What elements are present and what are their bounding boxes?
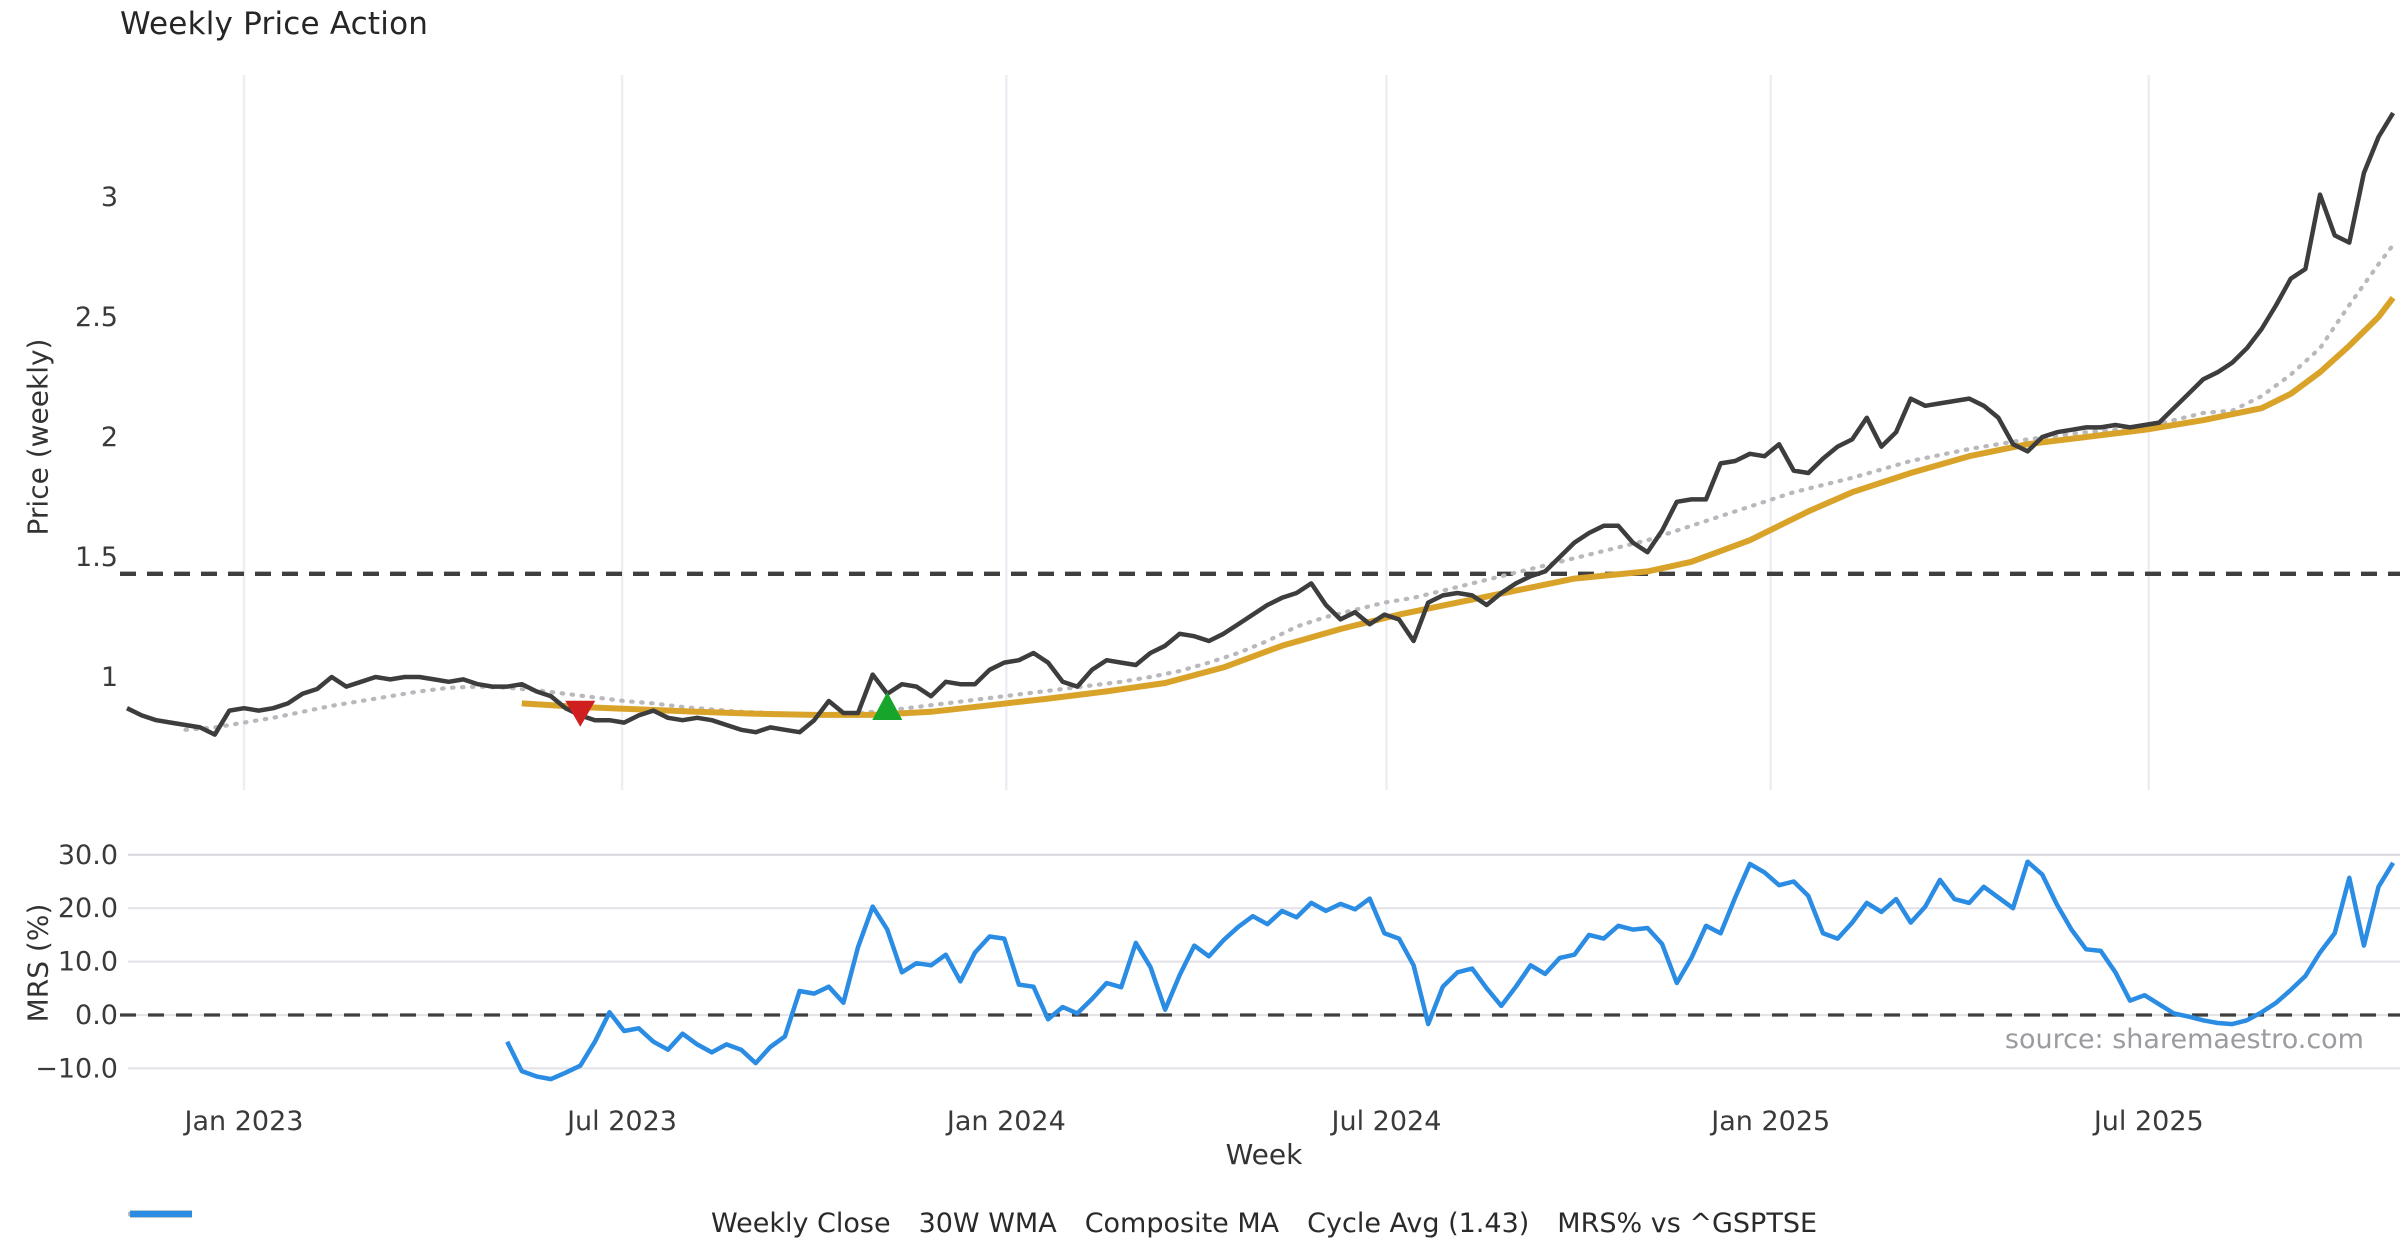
legend-label-cycle-avg: Cycle Avg (1.43) [1307, 1208, 1530, 1239]
price-ytick-label: 1.5 [75, 542, 118, 573]
x-tick-label: Jan 2024 [945, 1106, 1066, 1137]
weekly-close-line [126, 111, 2396, 737]
source-attribution: source: sharemaestro.com [2004, 1024, 2364, 1055]
legend-label-weekly-close: Weekly Close [710, 1208, 891, 1239]
chart-title: Weekly Price Action [120, 6, 429, 42]
legend-item-wma-30w: 30W WMA [130, 1208, 1057, 1239]
mrs-plot [120, 853, 2400, 1082]
x-tick-label: Jul 2025 [2092, 1106, 2204, 1137]
x-tick-label: Jul 2023 [565, 1106, 677, 1137]
price-ytick-label: 1 [101, 662, 118, 693]
composite-ma-line [183, 242, 2396, 732]
legend-label-mrs: MRS% vs ^GSPTSE [1557, 1208, 1818, 1239]
buy-signal-marker [872, 692, 903, 720]
price-ytick-label: 2.5 [75, 302, 118, 333]
legend-label-composite-ma: Composite MA [1084, 1208, 1280, 1239]
x-ticks: Jan 2023 Jul 2023 Jan 2024 Jul 2024 Jan 2025… [183, 1106, 2204, 1137]
mrs-ytick-label: 30.0 [58, 840, 118, 871]
x-axis-label: Week [1225, 1138, 1303, 1171]
mrs-ytick-label: 20.0 [58, 893, 118, 924]
sell-signal-marker [565, 700, 596, 727]
legend-item-composite-ma: Composite MA [128, 1208, 1280, 1239]
legend-label-wma-30w: 30W WMA [918, 1208, 1057, 1239]
mrs-ytick-label: 0.0 [75, 1000, 118, 1031]
price-plot [120, 75, 2400, 790]
x-tick-label: Jul 2024 [1330, 1106, 1442, 1137]
legend-item-cycle-avg: Cycle Avg (1.43) [130, 1208, 1530, 1239]
mrs-ytick-label: 10.0 [58, 947, 118, 978]
price-axis-label: Price (weekly) [21, 338, 55, 536]
price-ytick-label: 3 [101, 182, 118, 213]
x-tick-label: Jan 2025 [1709, 1106, 1830, 1137]
mrs-ytick-label: −10.0 [35, 1053, 118, 1084]
legend-item-mrs: MRS% vs ^GSPTSE [130, 1208, 1818, 1239]
mrs-axis-label: MRS (%) [21, 903, 55, 1023]
mrs-line [505, 859, 2396, 1082]
legend-swatch-mrs [130, 1210, 192, 1218]
x-tick-label: Jan 2023 [183, 1106, 304, 1137]
legend: Weekly Close 30W WMA Composite MA Cycle Avg… [128, 1208, 2400, 1239]
price-ytick-label: 2 [101, 422, 118, 453]
mrs-yticks: 30.0 20.0 10.0 0.0 −10.0 [35, 840, 118, 1085]
wma-30w-line [521, 295, 2396, 718]
price-yticks: 1 1.5 2 2.5 3 [75, 182, 118, 693]
legend-item-weekly-close: Weekly Close [130, 1208, 891, 1239]
